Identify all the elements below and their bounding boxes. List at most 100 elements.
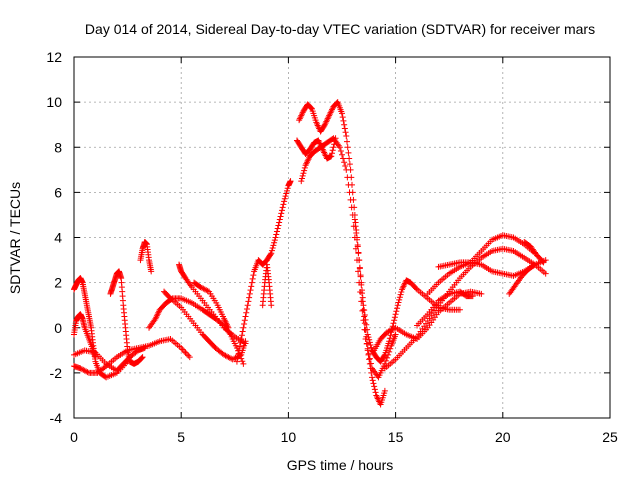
- series-track-12: [259, 261, 275, 309]
- data-point: [238, 332, 245, 339]
- data-point: [330, 144, 337, 151]
- data-point: [396, 294, 403, 301]
- data-point: [355, 250, 362, 257]
- data-point: [279, 204, 286, 211]
- data-point: [363, 321, 370, 328]
- data-point: [339, 114, 346, 121]
- data-point: [341, 125, 348, 132]
- data-point: [343, 132, 350, 139]
- series-track-22: [506, 261, 538, 297]
- data-point: [331, 138, 338, 145]
- series-track-20: [435, 232, 538, 270]
- data-point: [386, 335, 393, 342]
- data-point: [331, 141, 338, 148]
- data-point: [365, 334, 372, 341]
- data-point: [84, 369, 91, 376]
- data-point: [235, 351, 242, 358]
- data-point: [337, 148, 344, 155]
- series-track-13: [296, 99, 388, 408]
- y-tick-label: 12: [46, 49, 62, 65]
- data-point: [344, 174, 351, 181]
- data-point: [282, 193, 289, 200]
- data-point: [248, 279, 255, 286]
- data-point: [333, 99, 340, 106]
- data-point: [267, 251, 274, 258]
- data-point: [542, 270, 549, 277]
- data-point: [361, 311, 368, 318]
- x-tick-label: 20: [495, 429, 511, 445]
- data-point: [345, 149, 352, 156]
- data-point: [362, 316, 369, 323]
- data-point: [181, 348, 188, 355]
- data-point: [355, 268, 362, 275]
- data-point: [370, 380, 377, 387]
- data-point: [273, 231, 280, 238]
- data-point: [540, 259, 547, 266]
- data-point: [250, 272, 257, 279]
- series-track-4: [71, 275, 131, 381]
- data-point: [392, 311, 399, 318]
- data-point: [238, 336, 245, 343]
- data-point: [298, 178, 305, 185]
- data-point: [328, 150, 335, 157]
- data-point: [344, 138, 351, 145]
- data-point: [394, 305, 401, 312]
- data-point: [281, 198, 288, 205]
- series-track-10: [191, 279, 232, 331]
- data-point: [332, 135, 339, 142]
- data-point: [381, 352, 388, 359]
- grid-lines: [74, 57, 610, 418]
- data-point: [367, 360, 374, 367]
- data-point: [353, 229, 360, 236]
- data-point: [308, 105, 315, 112]
- chart-title: Day 014 of 2014, Sidereal Day-to-day VTE…: [85, 21, 595, 37]
- data-point: [346, 161, 353, 168]
- data-point: [371, 386, 378, 393]
- series-track-15: [293, 135, 339, 162]
- data-point: [412, 285, 419, 292]
- axis-ticks: 0 5 10 15 20 25 -4 -2 0 2 4 6 8 10 12: [46, 49, 618, 445]
- data-point: [393, 308, 400, 315]
- y-tick-label: 6: [54, 184, 62, 200]
- data-point: [366, 339, 373, 346]
- data-point: [397, 291, 404, 298]
- data-point: [339, 110, 345, 117]
- data-point: [346, 189, 353, 196]
- data-point: [347, 196, 354, 203]
- data-point: [246, 290, 253, 297]
- data-point: [354, 236, 361, 243]
- y-tick-label: 10: [46, 94, 62, 110]
- data-point: [369, 377, 376, 384]
- data-point: [237, 339, 244, 346]
- data-point: [469, 293, 476, 300]
- data-point: [391, 317, 398, 324]
- data-point: [344, 144, 351, 151]
- data-point: [368, 344, 375, 351]
- data-point: [361, 313, 368, 320]
- data-point: [363, 340, 370, 347]
- data-point: [225, 324, 232, 331]
- data-point: [241, 317, 248, 324]
- data-point: [287, 178, 294, 185]
- data-point: [182, 349, 189, 356]
- data-point: [247, 287, 254, 294]
- data-point: [298, 175, 305, 182]
- data-point: [530, 262, 537, 269]
- data-point: [364, 331, 371, 338]
- data-point: [244, 302, 251, 309]
- data-point: [243, 309, 250, 316]
- data-point: [179, 346, 186, 353]
- data-point: [391, 314, 398, 321]
- data-point: [239, 358, 246, 365]
- data-point: [301, 167, 308, 174]
- data-point: [366, 356, 373, 363]
- data-point: [148, 268, 155, 275]
- data-point: [186, 354, 193, 361]
- data-point: [240, 360, 247, 367]
- data-point: [284, 185, 291, 192]
- data-point: [272, 234, 279, 241]
- data-point: [233, 358, 240, 365]
- series-track-11: [233, 178, 294, 365]
- data-point: [395, 299, 402, 306]
- data-point: [273, 228, 280, 235]
